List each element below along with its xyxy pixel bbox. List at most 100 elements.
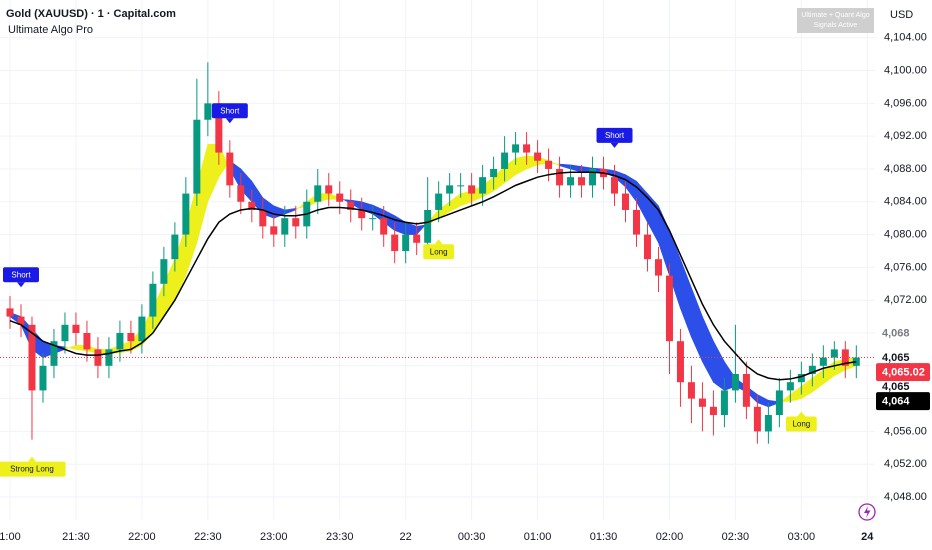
candle-body: [457, 185, 465, 187]
x-tick-label: 03:00: [788, 531, 816, 543]
candle-body: [468, 185, 476, 194]
signal-box: [596, 127, 633, 143]
candle-body: [336, 193, 344, 202]
x-tick-label: 21:30: [62, 531, 90, 543]
moving-average: [9, 171, 857, 381]
x-tick-label: 1:00: [0, 531, 21, 543]
signal-box: [211, 103, 248, 119]
signal-pointer: [797, 411, 806, 417]
price-tag-label: 4,068: [882, 327, 910, 339]
candle-body: [292, 218, 300, 227]
candle-body: [347, 201, 355, 210]
signal: Short: [2, 267, 39, 288]
y-tick-label: 4,072.00: [884, 294, 927, 306]
price-tag-label: 4,065: [882, 352, 910, 364]
candle-body: [380, 218, 388, 235]
y-tick-label: 4,104.00: [884, 32, 927, 44]
candle-body: [709, 406, 717, 416]
candle-body: [764, 415, 772, 432]
price-tag-label: 4,064: [882, 396, 910, 408]
y-tick-label: 4,052.00: [884, 458, 927, 470]
candle-body: [6, 308, 14, 317]
signal-pointer: [610, 142, 619, 148]
price-tag: [876, 352, 930, 364]
alert-icon[interactable]: [858, 503, 876, 521]
x-tick-label: 24: [861, 531, 874, 543]
price-tag: [876, 381, 930, 393]
candle-body: [413, 234, 421, 243]
badge-text: Signals Active: [814, 22, 858, 29]
signal-label: Strong Long: [10, 465, 54, 474]
candle-body: [654, 259, 662, 276]
candle-body: [50, 341, 58, 366]
signal: Strong Long: [0, 456, 66, 477]
candle-body: [226, 152, 234, 186]
signal-label: Short: [11, 270, 31, 279]
candle-body: [446, 185, 454, 194]
candle-body: [28, 324, 36, 391]
signal-pointer: [225, 118, 234, 124]
candle-body: [116, 332, 124, 350]
candle-body: [731, 374, 739, 391]
candle-body: [83, 332, 91, 350]
y-tick-label: 4,096.00: [884, 97, 927, 109]
signal: Short: [211, 103, 248, 124]
candle-body: [424, 209, 432, 243]
y-tick-label: 4,080.00: [884, 228, 927, 240]
candle-body: [39, 365, 47, 391]
candle-body: [632, 209, 640, 235]
candle-body: [753, 406, 761, 432]
signal-box: [2, 267, 39, 283]
signal-pointer: [434, 239, 443, 245]
candle-body: [523, 144, 531, 153]
signal-box: [423, 244, 455, 260]
badge-text: Ultimate + Quant Algo: [801, 12, 869, 19]
candle-body: [435, 193, 443, 210]
candle-body: [676, 341, 684, 383]
candle-body: [490, 168, 498, 178]
candle-body: [665, 275, 673, 342]
candle-body: [479, 177, 487, 194]
candle-body: [248, 201, 256, 210]
x-tick-label: 23:30: [326, 531, 354, 543]
x-tick-label: 00:30: [458, 531, 486, 543]
x-tick-label: 23:00: [260, 531, 288, 543]
signal-box: [0, 461, 66, 477]
signal-label: Short: [605, 131, 625, 140]
candle-body: [720, 390, 728, 416]
y-tick-label: 4,084.00: [884, 196, 927, 208]
y-tick-label: 4,088.00: [884, 163, 927, 175]
candle-body: [786, 382, 794, 391]
candle-body: [534, 152, 542, 161]
candle-body: [358, 209, 366, 219]
candle-body: [171, 234, 179, 260]
candle-body: [204, 103, 212, 120]
currency: USD: [890, 9, 913, 21]
candle-body: [61, 324, 69, 342]
badge: [797, 8, 874, 33]
candle-body: [182, 193, 190, 235]
candle-body: [830, 349, 838, 358]
candle-body: [237, 185, 245, 202]
candle-body: [611, 177, 619, 194]
candle-body: [556, 168, 564, 186]
x-tick-label: 22:30: [194, 531, 222, 543]
price-tag-label: 4,065: [882, 381, 910, 393]
candle-body: [775, 390, 783, 416]
signal-label: Long: [792, 420, 810, 429]
candle-body: [819, 357, 827, 366]
candle-body: [567, 177, 575, 186]
price-tag-label: 4,065.02: [882, 367, 925, 379]
x-tick-label: 22: [400, 531, 412, 543]
candle-body: [369, 218, 377, 220]
y-tick-label: 4,048.00: [884, 491, 927, 503]
candle-body: [127, 332, 135, 342]
candle-body: [281, 218, 289, 235]
signal: Long: [423, 239, 455, 260]
candle-body: [160, 259, 168, 284]
price-tag: [876, 392, 930, 411]
candle-body: [72, 324, 80, 333]
candle-body: [259, 209, 267, 227]
y-tick-label: 4,076.00: [884, 261, 927, 273]
chart-title: Gold (XAUUSD) · 1 · Capital.com: [6, 8, 176, 20]
